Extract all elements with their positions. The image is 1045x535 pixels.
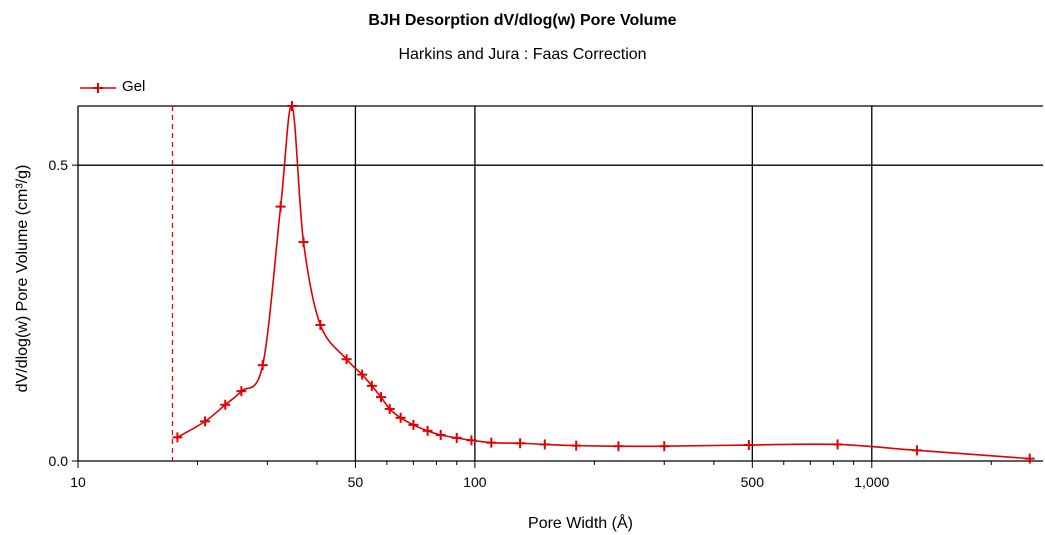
data-point bbox=[539, 439, 550, 450]
y-tick-label: 0.5 bbox=[49, 157, 69, 173]
data-point bbox=[366, 380, 377, 391]
legend-marker-icon bbox=[80, 82, 116, 93]
data-point bbox=[341, 354, 352, 365]
data-point bbox=[515, 438, 526, 449]
legend: Gel bbox=[78, 78, 145, 95]
x-tick-label: 1,000 bbox=[854, 474, 889, 490]
data-point bbox=[571, 440, 582, 451]
data-point bbox=[236, 386, 247, 397]
data-point bbox=[286, 101, 297, 111]
data-point bbox=[435, 429, 446, 440]
data-point bbox=[298, 237, 309, 248]
x-tick-label: 100 bbox=[463, 474, 487, 490]
data-point bbox=[376, 392, 387, 403]
data-point bbox=[451, 432, 462, 443]
x-tick-label: 500 bbox=[741, 474, 765, 490]
data-point bbox=[422, 425, 433, 436]
data-point bbox=[466, 435, 477, 446]
x-tick-label: 10 bbox=[70, 474, 86, 490]
data-point bbox=[275, 201, 286, 212]
data-point bbox=[220, 399, 231, 410]
y-axis-title: dV/dlog(w) Pore Volume (cm³/g) bbox=[14, 165, 31, 393]
data-point bbox=[659, 441, 670, 452]
data-point bbox=[486, 437, 497, 448]
data-point bbox=[408, 419, 419, 430]
data-point bbox=[357, 369, 368, 380]
legend-label-gel: Gel bbox=[122, 78, 146, 95]
data-point bbox=[395, 412, 406, 423]
chart-title: BJH Desorption dV/dlog(w) Pore Volume bbox=[368, 12, 677, 29]
data-point bbox=[200, 416, 211, 427]
data-point bbox=[743, 440, 754, 451]
data-point bbox=[384, 403, 395, 414]
series-line-gel bbox=[176, 105, 1030, 460]
x-tick-label: 50 bbox=[348, 474, 364, 490]
data-point bbox=[257, 360, 268, 371]
y-tick-label: 0.0 bbox=[49, 453, 69, 469]
x-axis-title: Pore Width (Å) bbox=[528, 513, 633, 532]
data-point bbox=[613, 441, 624, 452]
data-point bbox=[912, 445, 923, 456]
data-point bbox=[832, 439, 843, 450]
data-point bbox=[315, 319, 326, 330]
data-point bbox=[172, 432, 183, 443]
chart-subtitle: Harkins and Jura : Faas Correction bbox=[398, 46, 647, 63]
data-point bbox=[1024, 453, 1035, 464]
